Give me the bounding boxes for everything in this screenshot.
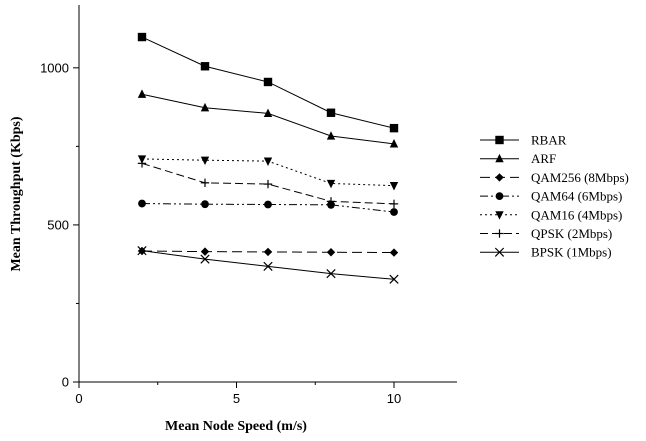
data-point xyxy=(264,78,272,86)
data-point xyxy=(201,247,209,255)
x-tick-label: 10 xyxy=(387,391,401,406)
legend-label: QAM256 (8Mbps) xyxy=(531,170,629,185)
data-point xyxy=(264,201,272,209)
legend-label: QAM64 (6Mbps) xyxy=(531,189,622,204)
data-point xyxy=(390,200,398,208)
data-point xyxy=(201,179,209,187)
legend-marker xyxy=(495,211,503,219)
legend-item: RBAR xyxy=(480,133,567,148)
y-tick-label: 1000 xyxy=(40,60,69,75)
legend-label: BPSK (1Mbps) xyxy=(531,245,612,260)
data-point xyxy=(201,62,209,70)
series-layer xyxy=(138,33,398,284)
data-point xyxy=(327,109,335,117)
data-point xyxy=(390,182,398,190)
legend-label: RBAR xyxy=(531,133,567,148)
x-axis-label: Mean Node Speed (m/s) xyxy=(165,419,307,434)
y-tick-label: 500 xyxy=(47,217,69,232)
legend-marker xyxy=(495,229,503,237)
legend-label: QAM16 (4Mbps) xyxy=(531,207,622,222)
legend-item: QAM16 (4Mbps) xyxy=(480,207,622,222)
legend-marker xyxy=(496,192,504,200)
series-0 xyxy=(138,33,398,133)
data-point xyxy=(327,248,335,256)
y-axis-label: Mean Throughput (Kbps) xyxy=(9,116,24,271)
data-point xyxy=(264,248,272,256)
data-point xyxy=(390,248,398,256)
data-point xyxy=(138,89,146,97)
data-point xyxy=(201,200,209,208)
legend-item: QPSK (2Mbps) xyxy=(480,226,612,241)
data-point xyxy=(264,180,272,188)
legend: RBAR ARF QAM256 (8Mbps) QAM64 (6Mbps) QAM16 … xyxy=(480,133,629,260)
x-tick-label: 5 xyxy=(233,391,240,406)
y-tick-label: 0 xyxy=(62,375,69,390)
data-point xyxy=(390,208,398,216)
data-point xyxy=(138,200,146,208)
data-point xyxy=(201,157,209,165)
data-point xyxy=(138,159,146,167)
legend-label: ARF xyxy=(531,151,556,166)
legend-item: QAM256 (8Mbps) xyxy=(480,170,629,185)
data-point xyxy=(264,158,272,166)
legend-label: QPSK (2Mbps) xyxy=(531,226,612,241)
data-point xyxy=(138,33,146,41)
legend-marker xyxy=(495,173,503,181)
legend-marker xyxy=(495,136,503,144)
series-1 xyxy=(138,89,398,147)
x-tick-label: 0 xyxy=(75,391,82,406)
legend-item: ARF xyxy=(480,151,556,166)
legend-item: BPSK (1Mbps) xyxy=(480,245,612,260)
data-point xyxy=(390,124,398,132)
legend-item: QAM64 (6Mbps) xyxy=(480,189,622,204)
legend-marker xyxy=(495,154,503,162)
